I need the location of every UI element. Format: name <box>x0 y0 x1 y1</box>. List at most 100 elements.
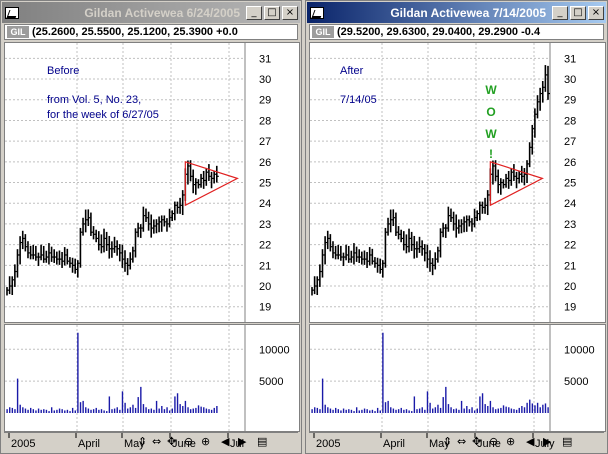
volume-bar <box>529 399 531 413</box>
scroll-right-icon[interactable]: ▶ <box>543 435 552 448</box>
volume-bar <box>87 408 90 413</box>
chart-window-after[interactable]: Gildan Activewea 7/14/2005 _ □ × GIL (29… <box>305 0 608 454</box>
price-tick-label: 27 <box>564 136 576 148</box>
volume-bar <box>473 410 476 413</box>
volume-panel[interactable]: 5000 10000 <box>309 324 606 432</box>
chart-app-icon[interactable] <box>310 6 324 19</box>
horizontal-scale-icon[interactable]: ⇔ <box>152 435 162 448</box>
volume-bar <box>426 391 429 413</box>
volume-bar <box>77 332 79 413</box>
volume-bar <box>374 411 376 413</box>
scroll-right-icon[interactable]: ▶ <box>238 435 247 448</box>
volume-bar <box>150 408 153 413</box>
volume-bar <box>210 409 213 413</box>
volume-bar <box>321 378 324 413</box>
vertical-scale-icon[interactable]: ⇕ <box>443 435 453 448</box>
title-bar[interactable]: Gildan Activewea 6/24/2005 _ □ × <box>2 2 300 23</box>
volume-bar <box>24 408 27 413</box>
vertical-scale-icon[interactable]: ⇕ <box>138 435 148 448</box>
price-tick-label: 24 <box>259 198 271 210</box>
volume-bar <box>539 407 541 413</box>
price-tick-label: 23 <box>259 219 271 231</box>
volume-bar <box>319 409 321 413</box>
price-chart[interactable]: 19 20 21 22 23 24 25 26 27 28 29 30 31 <box>5 43 299 322</box>
minimize-button[interactable]: _ <box>552 5 568 20</box>
volume-bar <box>145 407 147 413</box>
triangle-pattern <box>489 161 544 207</box>
volume-bar <box>50 407 53 413</box>
pan-icon[interactable]: ✥ <box>472 435 482 448</box>
volume-bar <box>161 405 163 413</box>
volume-bar <box>350 409 353 413</box>
volume-bar <box>203 407 205 413</box>
date-tick-label: May <box>124 438 145 450</box>
volume-bar <box>119 409 121 413</box>
volume-bar <box>197 405 200 413</box>
volume-bar <box>314 407 316 413</box>
data-window-icon[interactable]: ▤ <box>257 435 268 448</box>
volume-bar <box>113 408 116 413</box>
close-button[interactable]: × <box>282 5 298 20</box>
price-panel[interactable]: 19 20 21 22 23 24 25 26 27 28 29 30 31 After 7/14/05… <box>309 42 606 323</box>
volume-bar <box>140 386 142 413</box>
volume-bar <box>335 407 337 413</box>
volume-tick-label: 5000 <box>564 376 588 388</box>
chart-window-before[interactable]: Gildan Activewea 6/24/2005 _ □ × GIL (25… <box>0 0 302 454</box>
data-window-icon[interactable]: ▤ <box>562 435 573 448</box>
scroll-left-icon[interactable]: ◀ <box>526 435 535 448</box>
volume-bar <box>445 386 447 413</box>
date-axis-toolbar: 2005 April May June July ⇕ ⇔ ✥ ⊖ ⊕ ◀ ▶ ▤ <box>309 432 604 452</box>
volume-bar <box>494 409 497 413</box>
volume-bar <box>547 407 549 413</box>
volume-bar <box>439 407 442 413</box>
symbol-label: GIL <box>7 26 29 38</box>
zoom-in-icon[interactable]: ⊕ <box>201 435 211 448</box>
volume-bar <box>487 405 489 413</box>
price-chart[interactable]: 19 20 21 22 23 24 25 26 27 28 29 30 31 <box>310 43 605 322</box>
volume-bar <box>158 408 160 413</box>
window-title: Gildan Activewea 7/14/2005 <box>390 5 546 20</box>
volume-chart[interactable]: 5000 10000 <box>310 325 605 431</box>
maximize-button[interactable]: □ <box>570 5 586 20</box>
pan-icon[interactable]: ✥ <box>167 435 177 448</box>
volume-bar <box>500 407 502 413</box>
price-tick-label: 24 <box>564 198 576 210</box>
volume-bar <box>358 410 360 413</box>
note-line-2: 7/14/05 <box>340 94 377 106</box>
volume-bar <box>106 411 108 413</box>
volume-bar <box>129 407 132 413</box>
volume-bar <box>35 410 37 413</box>
volume-bar <box>536 402 539 413</box>
volume-panel[interactable]: 5000 10000 <box>4 324 300 432</box>
zoom-out-icon[interactable]: ⊖ <box>489 435 499 448</box>
title-bar[interactable]: Gildan Activewea 7/14/2005 _ □ × <box>307 2 606 23</box>
volume-bar <box>11 407 14 413</box>
price-tick-label: 19 <box>259 302 271 314</box>
volume-bar <box>71 407 74 413</box>
horizontal-scale-icon[interactable]: ⇔ <box>457 435 467 448</box>
volume-bar <box>355 407 358 413</box>
volume-bar <box>22 407 24 413</box>
price-tick-label: 31 <box>564 53 576 65</box>
volume-bar <box>142 404 145 413</box>
price-panel[interactable]: 19 20 21 22 23 24 25 26 27 28 29 30 31 Before from V… <box>4 42 300 323</box>
close-button[interactable]: × <box>588 5 604 20</box>
chart-app-icon[interactable] <box>5 6 19 19</box>
volume-bar <box>405 409 408 413</box>
minimize-button[interactable]: _ <box>246 5 262 20</box>
volume-bar <box>353 411 355 413</box>
zoom-out-icon[interactable]: ⊖ <box>184 435 194 448</box>
ohlc-values: (29.5200, 29.6300, 29.0400, 29.2900 -0.4 <box>337 26 541 38</box>
volume-bar <box>479 396 481 413</box>
scroll-left-icon[interactable]: ◀ <box>221 435 230 448</box>
volume-bar <box>195 407 197 413</box>
volume-bar <box>531 403 534 413</box>
price-tick-label: 25 <box>259 178 271 190</box>
zoom-in-icon[interactable]: ⊕ <box>506 435 516 448</box>
volume-bar <box>424 409 426 413</box>
volume-bar <box>192 408 194 413</box>
maximize-button[interactable]: □ <box>264 5 280 20</box>
volume-chart[interactable]: 5000 10000 <box>5 325 299 431</box>
date-tick-label: April <box>78 438 100 450</box>
volume-bar <box>79 402 82 413</box>
